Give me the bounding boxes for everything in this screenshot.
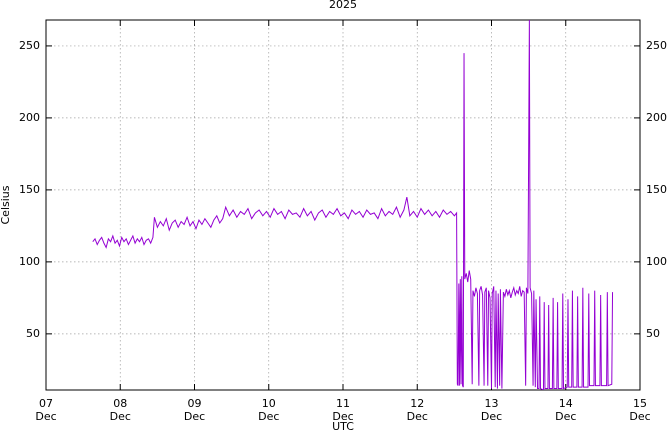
x-tick-month: Dec [629,410,650,423]
x-tick-label: 09 [188,397,202,410]
y-tick-label: 100 [19,255,40,268]
y2-tick-label: 100 [646,255,667,268]
x-tick-month: Dec [184,410,205,423]
x-tick-month: Dec [481,410,502,423]
y2-tick-label: 150 [646,183,667,196]
y2-tick-label: 50 [646,327,660,340]
x-tick-label: 10 [262,397,276,410]
chart-title: 2025 [329,0,357,11]
x-tick-month: Dec [258,410,279,423]
x-tick-month: Dec [332,410,353,423]
x-tick-label: 08 [113,397,127,410]
plot-frame [45,19,641,391]
y-tick-label: 200 [19,111,40,124]
x-tick-label: 07 [39,397,53,410]
x-tick-label: 14 [559,397,573,410]
y-tick-label: 250 [19,39,40,52]
x-tick-month: Dec [35,410,56,423]
x-tick-month: Dec [555,410,576,423]
x-tick-label: 13 [485,397,499,410]
x-tick-label: 15 [633,397,647,410]
y2-tick-label: 250 [646,39,667,52]
data-line [92,20,614,390]
y2-tick-label: 200 [646,111,667,124]
x-tick-month: Dec [407,410,428,423]
y-axis-label: Celsius [0,185,12,224]
x-tick-month: Dec [110,410,131,423]
y-tick-label: 50 [26,327,40,340]
x-tick-label: 12 [410,397,424,410]
x-tick-label: 11 [336,397,350,410]
y-tick-label: 150 [19,183,40,196]
x-axis-label: UTC [332,420,354,432]
